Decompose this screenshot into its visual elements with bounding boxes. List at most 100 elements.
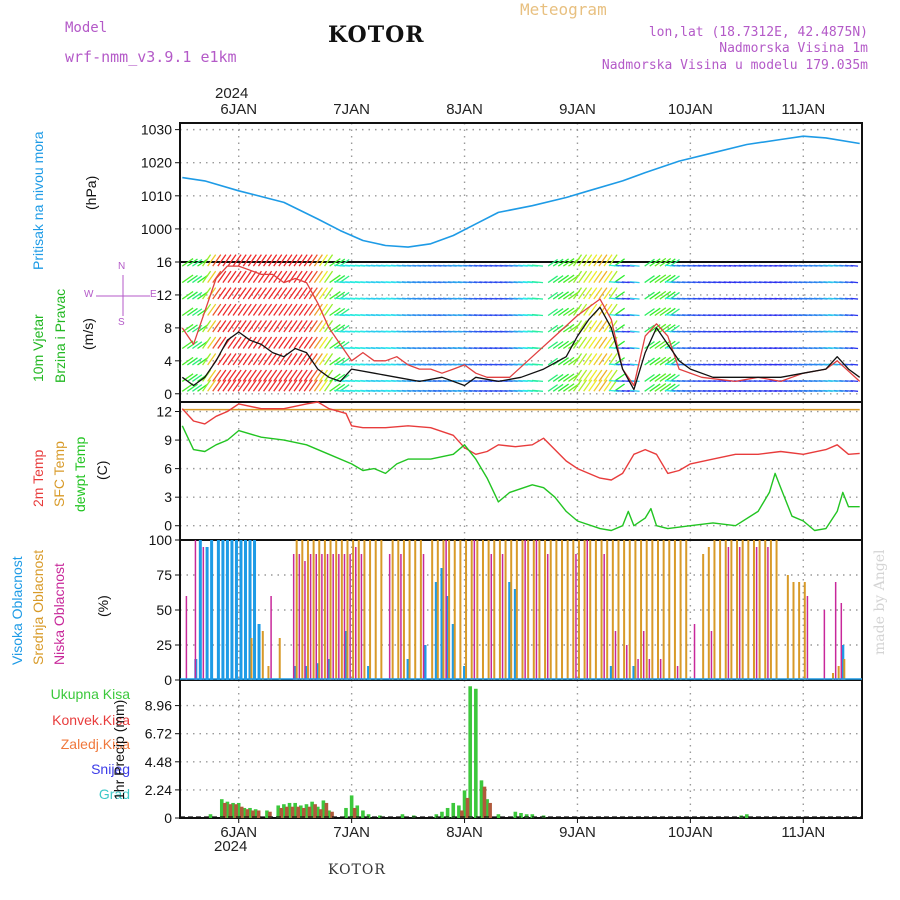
wind-arrow xyxy=(562,290,575,300)
wind-arrow xyxy=(552,258,564,267)
wind-arrow xyxy=(318,369,329,382)
wind-arrow xyxy=(278,303,288,316)
wind-arrow xyxy=(313,287,323,300)
wind-arrow xyxy=(186,357,198,366)
wind-arrow xyxy=(629,330,640,333)
precip-bar xyxy=(253,809,258,818)
wind-speed-line xyxy=(181,306,861,391)
wind-arrow xyxy=(212,379,222,392)
wind-arrow xyxy=(202,254,212,267)
precip-bar xyxy=(279,807,284,818)
wind-arrow xyxy=(593,369,603,382)
wind-arrow xyxy=(659,340,672,350)
wind-arrow xyxy=(242,369,252,382)
wind-arrow xyxy=(644,275,655,284)
wind-arrow xyxy=(252,303,262,316)
wind-arrow xyxy=(613,340,625,350)
wind-arrow xyxy=(192,341,203,350)
wind-arrow xyxy=(598,287,608,300)
y-tick-label: 6.72 xyxy=(145,726,172,742)
x-tick-label-bottom: 9JAN xyxy=(559,824,596,841)
wind-arrow xyxy=(629,297,640,300)
wind-arrow xyxy=(557,340,569,350)
precip-bar xyxy=(479,780,484,818)
wind-arrow xyxy=(222,379,232,392)
wind-arrow xyxy=(654,383,667,392)
wind-arrow xyxy=(227,369,237,382)
precip-bar xyxy=(248,807,252,818)
wind-arrow xyxy=(212,336,222,349)
model-label: Model xyxy=(65,20,108,36)
footer-location: KOTOR xyxy=(328,862,386,878)
wind-arrow xyxy=(547,308,558,317)
wind-arrow xyxy=(644,258,655,267)
wind-arrow xyxy=(242,270,252,283)
wind-arrow xyxy=(288,353,298,366)
wind-arrow xyxy=(237,303,247,316)
wind-arrow xyxy=(247,369,257,382)
wind-arrow xyxy=(572,287,583,300)
wind-arrow xyxy=(192,291,203,300)
wind-arrow xyxy=(598,254,608,267)
precip-bar xyxy=(299,805,303,818)
wind-arrow xyxy=(232,303,242,316)
wind-arrow xyxy=(298,287,308,300)
wind-arrow xyxy=(288,369,298,382)
wind-arrow xyxy=(547,357,558,366)
wind-arrow xyxy=(608,287,618,300)
wind-arrow xyxy=(557,291,569,300)
wind-arrow xyxy=(318,336,329,349)
wind-arrow xyxy=(598,270,608,283)
y-tick-label: 1010 xyxy=(141,188,172,204)
precip-bar xyxy=(519,812,523,818)
precip-bar xyxy=(400,814,405,818)
wind-arrow xyxy=(308,303,318,316)
wind-arrow xyxy=(181,290,194,300)
wind-arrow xyxy=(212,287,222,300)
x-tick-label-bottom: 10JAN xyxy=(668,824,713,841)
wind-arrow xyxy=(232,287,242,300)
wind-arrow xyxy=(613,307,625,317)
wind-arrow xyxy=(257,254,268,267)
wind-arrow xyxy=(242,379,252,392)
wind-arrow xyxy=(181,307,194,317)
precip-bar xyxy=(245,809,250,818)
wind-arrow xyxy=(603,353,613,366)
wind-arrow xyxy=(659,290,672,300)
model-altitude-text: Nadmorska Visina u modelu 179.035m xyxy=(601,58,868,73)
precip-bar xyxy=(307,806,312,818)
wind-arrow xyxy=(603,369,613,382)
wind-arrow xyxy=(232,379,242,392)
wind-arrow xyxy=(202,287,212,300)
wind-arrow xyxy=(850,314,859,317)
precip-bar xyxy=(465,797,470,818)
wind-arrow xyxy=(186,258,198,267)
wind-arrow xyxy=(263,270,273,283)
wind-arrow xyxy=(298,320,308,333)
wind-arrow xyxy=(242,336,252,349)
wind-arrow xyxy=(572,353,583,366)
wind-arrow xyxy=(313,270,323,283)
wind-arrow xyxy=(552,275,564,284)
location-title: KOTOR xyxy=(328,22,425,48)
wind-arrow xyxy=(268,369,278,382)
wind-arrow xyxy=(232,320,242,333)
wind-arrow xyxy=(562,258,575,267)
model-name: wrf-nmm_v3.9.1 e1km xyxy=(65,48,237,66)
wind-arrow xyxy=(850,330,859,333)
wind-arrow xyxy=(283,336,293,349)
wind-arrow xyxy=(186,340,198,350)
wind-arrow xyxy=(531,297,544,300)
wind-arrow xyxy=(850,281,859,284)
wind-arrow xyxy=(644,324,655,333)
wind-arrow xyxy=(303,336,313,349)
wind-arrow xyxy=(252,379,262,392)
wind-arrow xyxy=(247,353,257,366)
compass-s: S xyxy=(118,317,125,328)
wind-arrow xyxy=(578,336,588,349)
wind-arrow xyxy=(308,320,318,333)
wind-arrow xyxy=(192,324,203,333)
wind-arrow xyxy=(181,383,194,392)
wind-arrow xyxy=(329,356,341,366)
wind-arrow xyxy=(252,320,262,333)
